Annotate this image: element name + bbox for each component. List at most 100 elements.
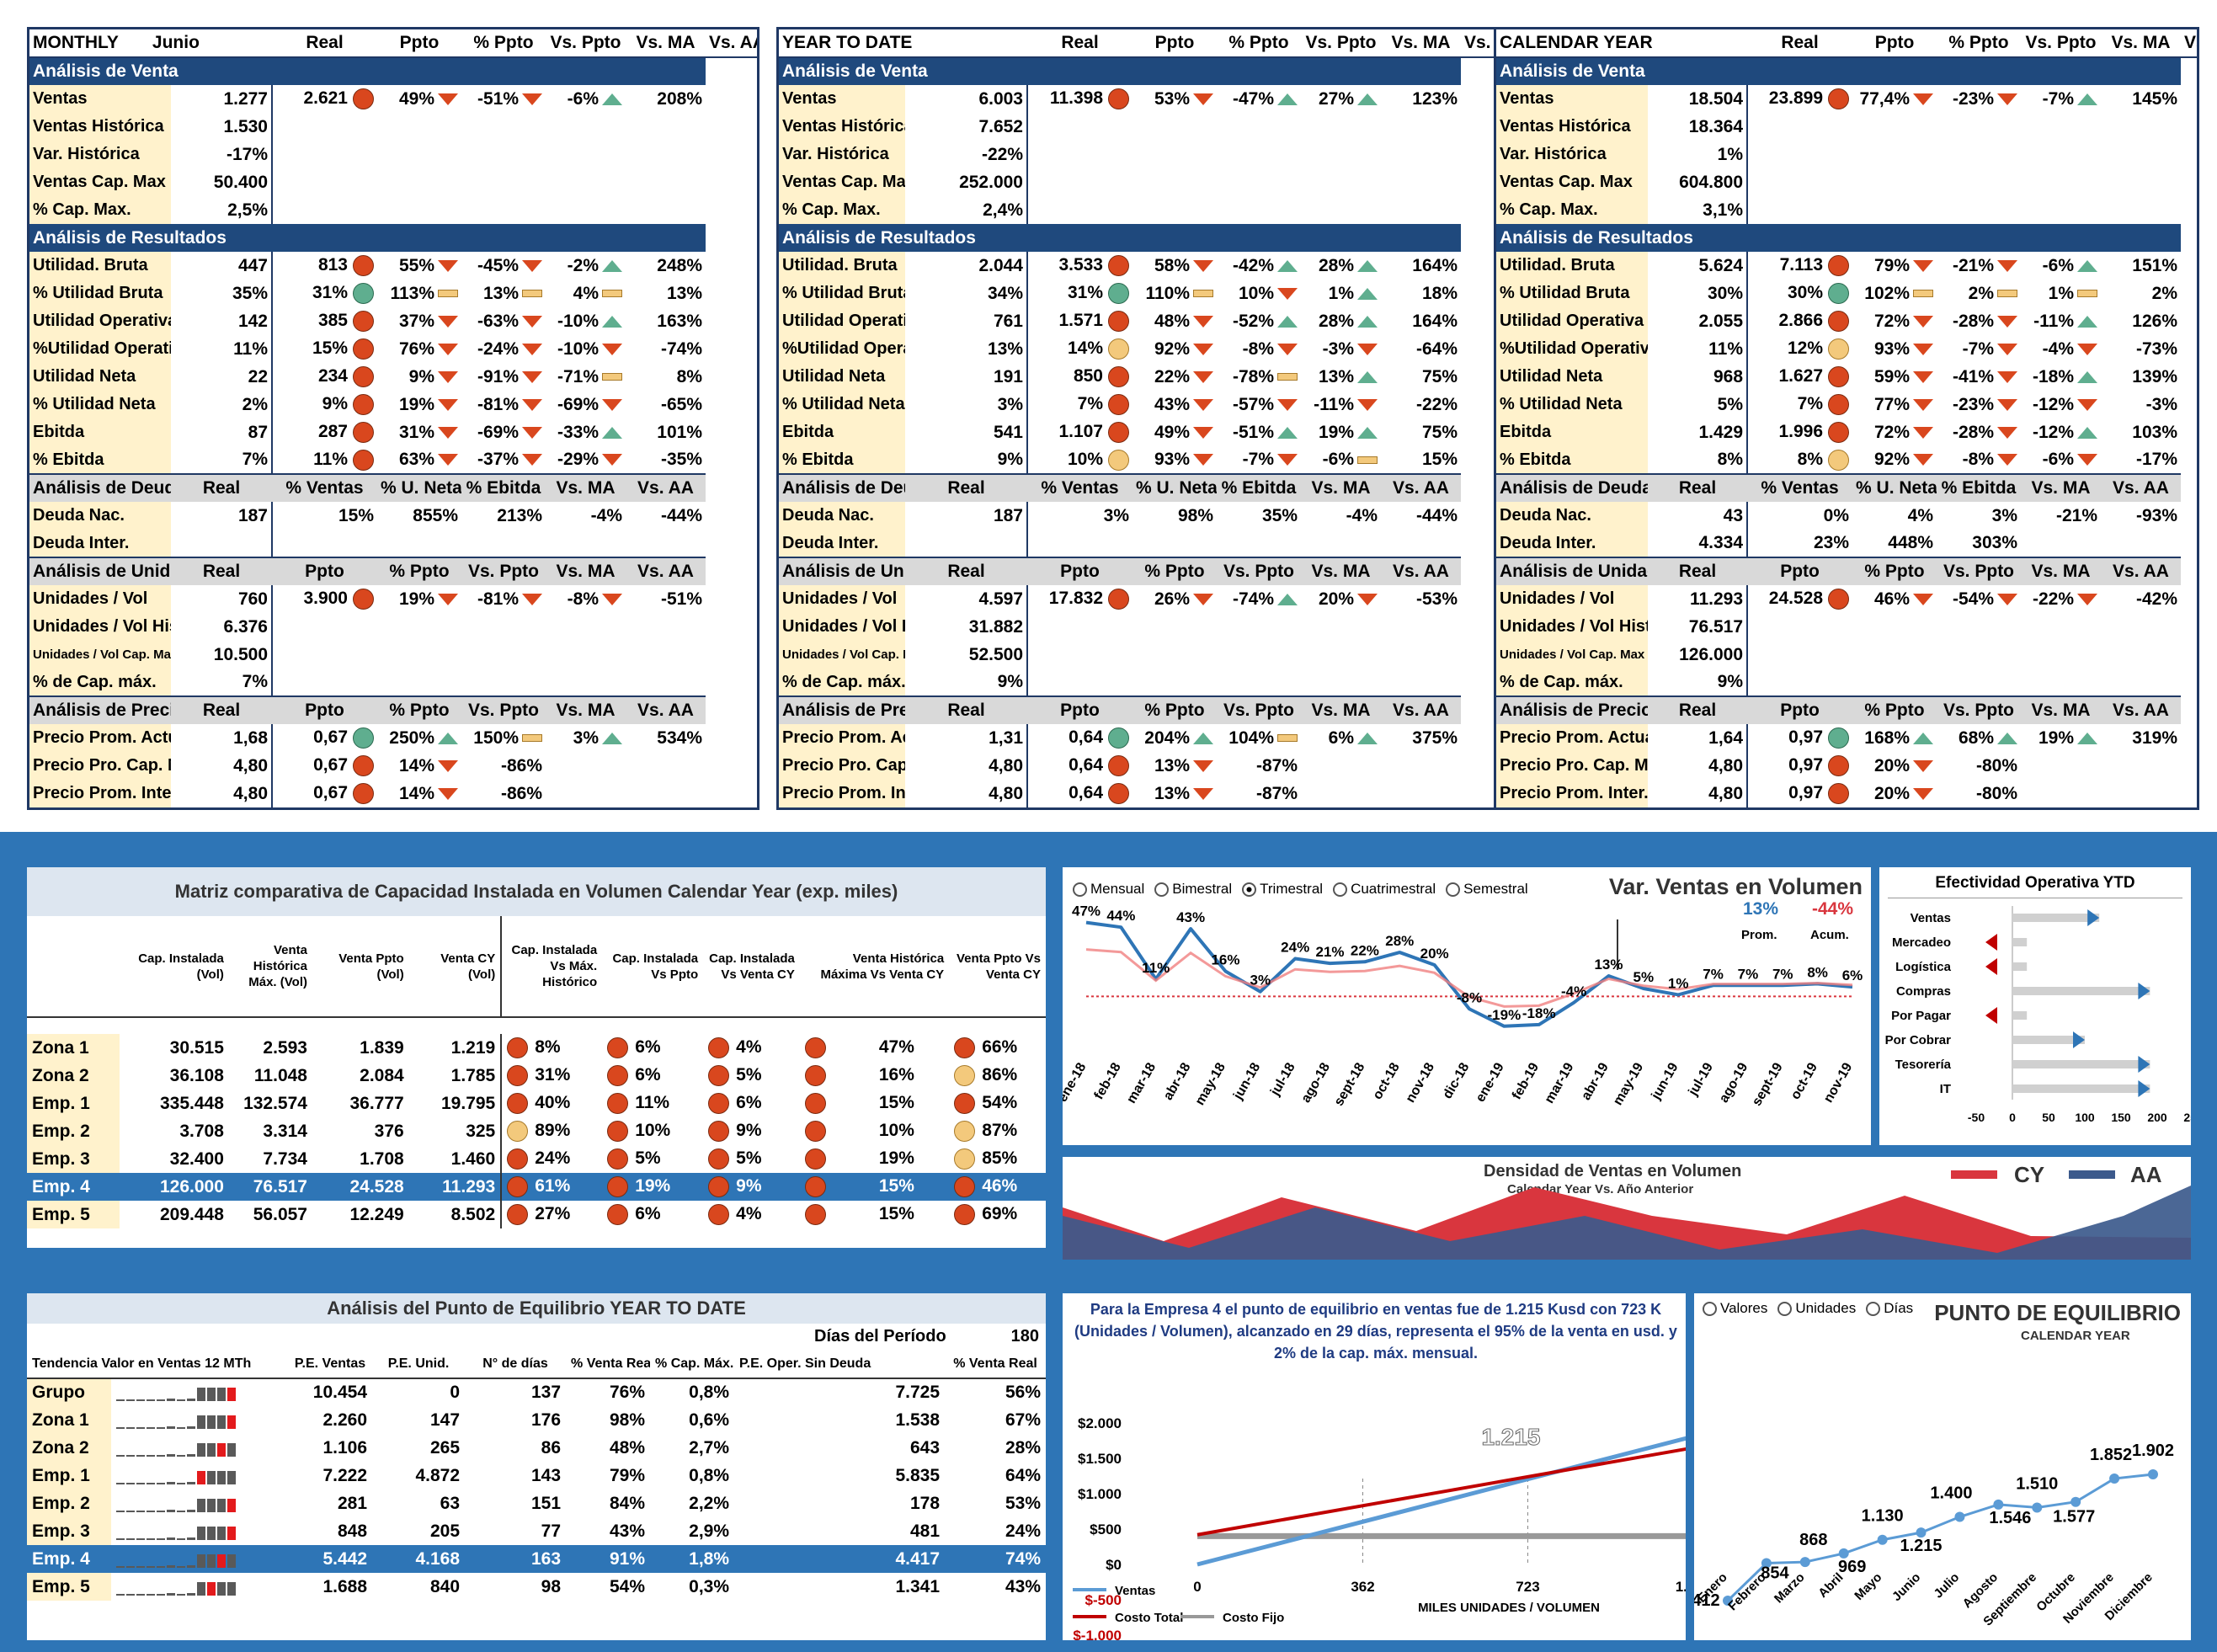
radio-circle-icon[interactable]	[1446, 882, 1461, 898]
radio-bimestral[interactable]: Bimestral	[1154, 881, 1232, 898]
radio-circle-icon[interactable]	[1154, 882, 1170, 898]
variation-cell: -35%	[626, 446, 706, 474]
metric-row: Utilidad Neta 191 850 22% -78% 13% 75%	[779, 363, 1504, 391]
variation-cell	[626, 168, 706, 196]
spark-bar	[207, 1388, 216, 1402]
variation-cell	[1381, 141, 1461, 168]
matriz-value: 1.708	[360, 1148, 404, 1169]
equilibrio-value: 76%	[609, 1383, 646, 1402]
data-label: 5%	[1633, 969, 1655, 985]
var-ventas-chart: 47% 44%11%43%16%3%24% 21% 22%28%20%-8%-19% -…	[1063, 903, 1863, 1109]
radio-unidades[interactable]: Unidades	[1777, 1300, 1856, 1317]
variation-cell: 208%	[626, 85, 706, 113]
real-value: 18.364	[1648, 113, 1749, 141]
radio-circle-icon[interactable]	[1777, 1302, 1793, 1317]
ppto-cell	[1027, 113, 1132, 141]
subsection-col: Vs. MA	[546, 695, 626, 724]
row-label: Ventas Cap. Max	[1496, 168, 1648, 196]
spark-bar	[177, 1593, 185, 1596]
matriz-pct-value: 46%	[982, 1176, 1018, 1196]
variation-value: -42%	[1232, 255, 1274, 275]
metric-row: Utilidad Operativa 2.055 2.866 72% -28% -11% 1…	[1496, 307, 2197, 335]
punto-subtitle: CALENDAR YEAR	[2021, 1329, 2130, 1343]
equilibrio-value: 86	[541, 1437, 562, 1457]
equilibrio-value: 176	[530, 1410, 562, 1430]
equilibrio-row[interactable]: Zona 1 2.260 147 176 98% 0,6% 1.538 67%	[27, 1406, 1046, 1434]
status-red-icon	[1828, 589, 1850, 610]
equilibrio-row[interactable]: Emp. 5 1.688 840 98 54% 0,3% 1.341 43%	[27, 1573, 1046, 1601]
variation-cell: 58%	[1132, 252, 1217, 280]
matriz-pct-cell: 85%	[949, 1145, 1046, 1173]
variation-cell: 110%	[1132, 280, 1217, 307]
variation-value: 31%	[398, 422, 434, 442]
monthly-panel: MONTHLY Junio Real Ppto% Ppto Vs. Ppto Vs. MA…	[27, 27, 759, 810]
matriz-row[interactable]: Emp. 5 209.448 56.057 12.249 8.502 27% 6% 4% 15%…	[27, 1201, 1046, 1228]
variation-cell	[2021, 641, 2101, 669]
equilibrio-row[interactable]: Emp. 3 848 205 77 43% 2,9% 481 24%	[27, 1517, 1046, 1545]
radio-cuatrimestral[interactable]: Cuatrimestral	[1333, 881, 1436, 898]
matriz-pct-value: 15%	[878, 1204, 914, 1224]
variation-cell: -81%	[461, 391, 546, 418]
radio-circle-icon[interactable]	[1073, 882, 1087, 898]
matriz-row[interactable]: Zona 2 36.108 11.048 2.084 1.785 31% 6% 5% 16% 86…	[27, 1062, 1046, 1090]
variation-cell	[2101, 752, 2181, 780]
radio-circle-icon[interactable]	[1333, 882, 1348, 898]
spark-bar	[187, 1564, 195, 1568]
arrow-up-icon	[1913, 732, 1934, 744]
matriz-row[interactable]: Emp. 2 3.708 3.314 376 325 89% 10% 9% 10% 87%	[27, 1117, 1046, 1145]
equilibrio-row[interactable]: Emp. 4 5.442 4.168 163 91% 1,8% 4.417 74%	[27, 1545, 1047, 1573]
spark-bar	[126, 1426, 135, 1429]
spark-bar	[147, 1454, 155, 1457]
matriz-pct-cell: 15%	[800, 1201, 949, 1228]
radio-valores[interactable]: Valores	[1703, 1300, 1767, 1317]
equilibrio-row[interactable]: Grupo 10.454 0 137 76% 0,8% 7.725 56%	[27, 1378, 1046, 1406]
radio-semestral[interactable]: Semestral	[1446, 881, 1528, 898]
matriz-row[interactable]: Emp. 4 126.000 76.517 24.528 11.293 61% 19% 9% 1…	[27, 1173, 1046, 1201]
variation-cell	[1852, 141, 1937, 168]
cell-value	[1132, 530, 1217, 557]
radio-trimestral[interactable]: Trimestral	[1242, 881, 1323, 898]
matriz-row[interactable]: Zona 1 30.515 2.593 1.839 1.219 8% 6% 4% 47% 66%	[27, 1034, 1046, 1062]
matriz-pct-cell: 40%	[500, 1090, 603, 1117]
equilibrio-title: Análisis del Punto de Equilibrio YEAR TO…	[27, 1293, 1046, 1324]
radio-circle-icon[interactable]	[1866, 1302, 1881, 1317]
spark-bar	[227, 1415, 236, 1429]
variation-cell	[1381, 613, 1461, 641]
cell-value: -44%	[1415, 505, 1458, 525]
matriz-row-label: Emp. 5	[27, 1201, 120, 1228]
subsection-col: Vs. AA	[1381, 473, 1461, 502]
variation-cell	[546, 168, 626, 196]
spark-bar	[207, 1581, 216, 1596]
radio-circle-icon[interactable]	[1242, 882, 1257, 898]
equilibrio-row[interactable]: Zona 2 1.106 265 86 48% 2,7% 643 28%	[27, 1434, 1046, 1462]
radio-circle-icon[interactable]	[1703, 1302, 1717, 1317]
ppto-cell: 0,67	[272, 780, 377, 807]
spark-bar	[197, 1498, 205, 1512]
matriz-row[interactable]: Emp. 3 32.400 7.734 1.708 1.460 24% 5% 5% 19% 85%	[27, 1145, 1046, 1173]
spark-bar	[217, 1553, 226, 1568]
real-value: 760	[171, 585, 273, 613]
radio-días[interactable]: Días	[1866, 1300, 1913, 1317]
spark-bar	[217, 1498, 226, 1512]
metric-row: Utilidad Operativa 142 385 37% -63% -10% 163%	[29, 307, 757, 335]
subsection-col: Ppto	[1027, 695, 1132, 724]
radio-mensual[interactable]: Mensual	[1073, 881, 1144, 898]
spark-bar	[207, 1553, 216, 1568]
spark-bar	[167, 1481, 175, 1484]
equilibrio-value: 2,7%	[689, 1437, 730, 1457]
flat-bar-icon	[438, 290, 458, 298]
section-header: Análisis de Resultados	[1496, 224, 2197, 252]
equilibrio-row[interactable]: Emp. 2 281 63 151 84% 2,2% 178 53%	[27, 1489, 1046, 1517]
metric-row: % de Cap. máx. 9%	[779, 669, 1504, 696]
real-value: 4,80	[171, 780, 273, 807]
col-header-label: Ppto	[1154, 33, 1195, 52]
subsection-col: Vs. MA	[546, 557, 626, 585]
matriz-col-header: Venta Ppto (Vol)	[338, 951, 404, 982]
arrow-up-icon	[1357, 732, 1378, 744]
matriz-row[interactable]: Emp. 1 335.448 132.574 36.777 19.795 40% 11% 6%…	[27, 1090, 1046, 1117]
equilibrio-row[interactable]: Emp. 1 7.222 4.872 143 79% 0,8% 5.835 64%	[27, 1462, 1046, 1489]
variation-cell	[1381, 196, 1461, 224]
equilibrio-row-label: Emp. 2	[27, 1489, 111, 1517]
